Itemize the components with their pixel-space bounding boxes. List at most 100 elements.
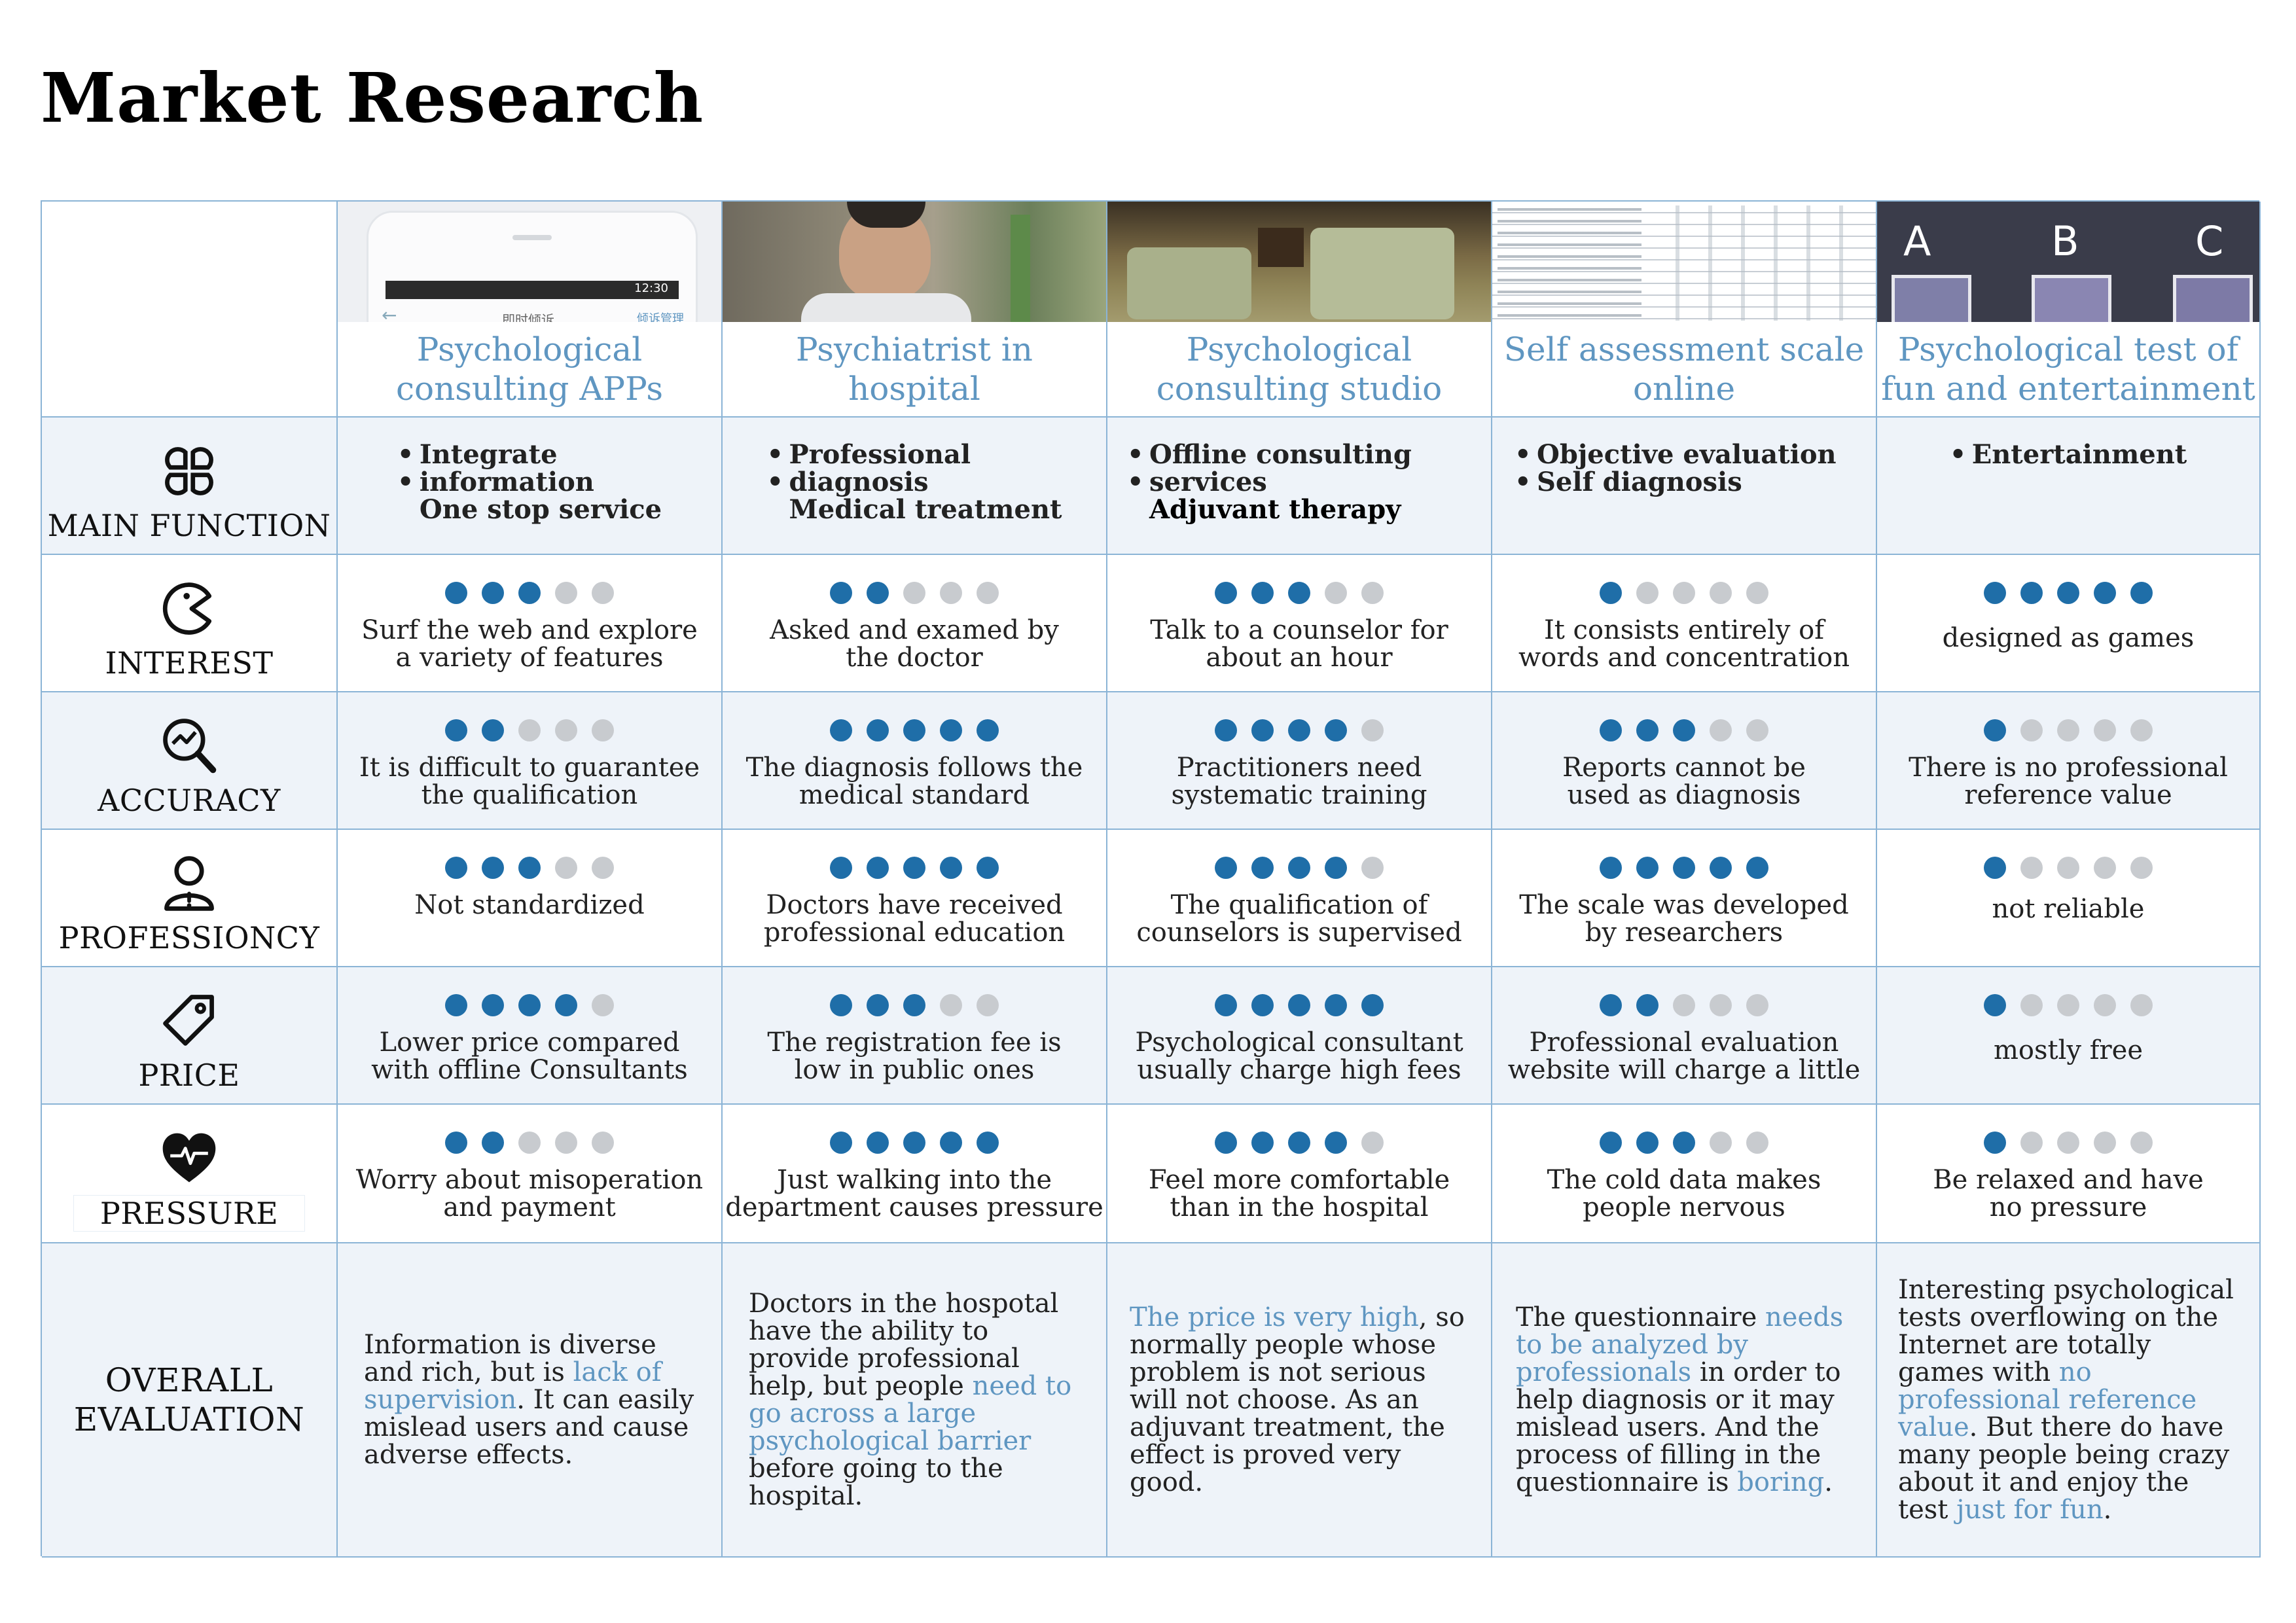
plain-text: . It can easily mislead users and cause … [364,1385,694,1470]
rating-dot-empty [1361,857,1384,879]
evaluation-text: Information is diverse and rich, but is … [364,1331,702,1469]
rating-dot-empty [2020,994,2043,1016]
column-title: Psychological test of fun and entertainm… [1881,330,2255,408]
evaluation-cell: The price is very high, so normally peop… [1107,1243,1492,1558]
rating-dot-empty [2094,994,2116,1016]
rating-dot-filled [1600,719,1622,741]
rating-dot-filled [445,994,467,1016]
pacman-icon [162,582,212,635]
rating-text: Just walking into the department causes p… [725,1165,1103,1222]
rating-dot-empty [1710,1132,1732,1154]
rating-dot-filled [445,857,467,879]
rating-text: Practitioners need systematic training [1171,753,1427,810]
rating-text: Professional evaluation website will char… [1507,1027,1861,1085]
rating-dot-filled [1984,719,2006,741]
rating-dot-empty [1746,1132,1768,1154]
rating-text: Not standardized [414,890,645,920]
rating-text: Worry about misoperation and payment [355,1165,704,1222]
row-header-price: PRICE [42,967,338,1105]
evaluation-cell: Doctors in the hospotal have the ability… [723,1243,1107,1558]
column-title: Psychological consulting studio [1156,330,1443,408]
row-label: INTEREST [105,645,274,681]
rating-dot-filled [1984,857,2006,879]
rating-dot-empty [2130,994,2153,1016]
studio-photo [1107,202,1491,322]
rating-dot-empty [1710,994,1732,1016]
rating-dots [1215,719,1384,742]
rating-dots [1984,856,2153,880]
rating-dot-filled [518,582,541,604]
rating-dot-filled [830,582,852,604]
test-picture-b [2032,275,2111,322]
function-bullet: services [1149,467,1267,497]
plain-text: Interesting psychological tests overflow… [1898,1275,2234,1387]
rating-text: not reliable [1992,894,2145,924]
column-title: Psychiatrist in hospital [795,330,1033,408]
rating-cell: There is no professional reference value [1877,692,2261,830]
rating-dot-filled [940,1132,962,1154]
rating-dot-filled [1215,1132,1237,1154]
rating-dots [445,719,614,742]
rating-dot-filled [1251,582,1274,604]
main-function-cell: • Integrate • information One stop service [338,418,723,555]
plain-text: . But there do have many people being cr… [1898,1412,2230,1525]
rating-text: designed as games [1942,623,2195,653]
rating-dots [830,993,999,1017]
rating-dot-empty [2094,719,2116,741]
rating-cell: It is difficult to guarantee the qualific… [338,692,723,830]
rating-dots [1215,1131,1384,1154]
row-header-pressure: PRESSURE [42,1105,338,1243]
rating-dot-filled [940,719,962,741]
rating-dot-empty [940,994,962,1016]
rating-dot-empty [1636,582,1659,604]
rating-cell: Talk to a counselor for about an hour [1107,555,1492,692]
plain-text: . [2103,1495,2112,1525]
rating-dot-empty [2130,1132,2153,1154]
row-label: MAIN FUNCTION [47,508,331,543]
column-header-studio: Psychological consulting studio [1107,202,1492,418]
rating-dot-filled [1636,1132,1659,1154]
rating-dot-filled [940,857,962,879]
rating-dot-filled [830,857,852,879]
row-header-accuracy: ACCURACY [42,692,338,830]
rating-text: Surf the web and explore a variety of fea… [361,615,698,673]
rating-dot-filled [482,582,504,604]
rating-text: The diagnosis follows the medical standar… [745,753,1083,810]
rating-dot-filled [867,994,889,1016]
rating-dot-filled [1215,857,1237,879]
rating-dot-filled [518,857,541,879]
rating-dot-filled [977,857,999,879]
rating-cell: Be relaxed and have no pressure [1877,1105,2261,1243]
rating-text: Asked and examed by the doctor [770,615,1059,673]
rating-cell: Not standardized [338,830,723,967]
function-extra: Medical treatment [789,494,1062,525]
rating-dot-filled [2130,582,2153,604]
rating-dot-empty [2057,1132,2079,1154]
evaluation-text: The questionnaire needs to be analyzed b… [1516,1304,1856,1496]
rating-dot-filled [1673,719,1695,741]
rating-dot-empty [518,719,541,741]
rating-dot-filled [1636,994,1659,1016]
function-bullet: Self diagnosis [1537,467,1742,497]
row-label: ACCURACY [98,783,281,818]
rating-dots [830,719,999,742]
phone-time: 12:30 [634,281,668,295]
rating-dots [445,856,614,880]
rating-dot-filled [1600,994,1622,1016]
rating-dot-empty [2057,857,2079,879]
rating-dot-filled [1636,857,1659,879]
function-extra: Adjuvant therapy [1149,494,1401,525]
rating-dot-filled [445,582,467,604]
rating-dot-empty [1361,1132,1384,1154]
letter-b: B [2051,217,2079,265]
rating-dot-empty [977,994,999,1016]
rating-dot-filled [1636,719,1659,741]
rating-dot-empty [555,582,577,604]
rating-dot-filled [903,1132,925,1154]
column-title: Psychological consulting APPs [395,330,664,408]
rating-text: mostly free [1994,1035,2143,1065]
row-header-main-function: MAIN FUNCTION [42,418,338,555]
rating-dot-empty [977,582,999,604]
function-bullet: information [419,467,594,497]
armchair-right [1310,228,1454,319]
